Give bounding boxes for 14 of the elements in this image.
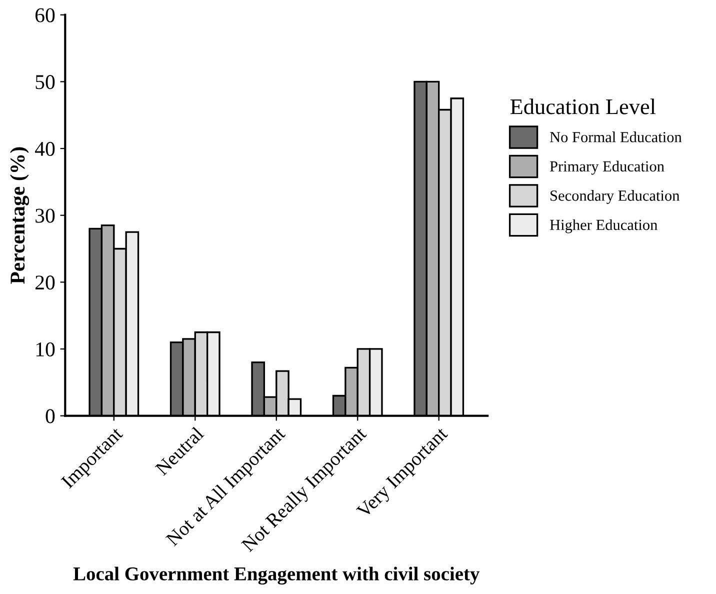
y-tick-label: 0 bbox=[46, 409, 55, 424]
x-axis-title: Local Government Engagement with civil society bbox=[73, 566, 480, 585]
y-tick-label: 50 bbox=[36, 75, 55, 90]
y-tick-label: 10 bbox=[36, 342, 55, 356]
y-tick-label: 40 bbox=[35, 142, 55, 156]
y-axis-title: Percentage (%) bbox=[10, 147, 30, 284]
legend-label: No Formal Education bbox=[550, 132, 682, 142]
legend-title: Education Level bbox=[510, 98, 656, 114]
legend-label: Secondary Education bbox=[550, 190, 680, 204]
y-tick-label: 30 bbox=[36, 208, 55, 223]
legend-label: Primary Education bbox=[550, 160, 664, 175]
legend-label: Higher Education bbox=[550, 219, 658, 234]
y-tick-label: 20 bbox=[36, 276, 55, 290]
y-tick-label: 60 bbox=[35, 8, 55, 22]
